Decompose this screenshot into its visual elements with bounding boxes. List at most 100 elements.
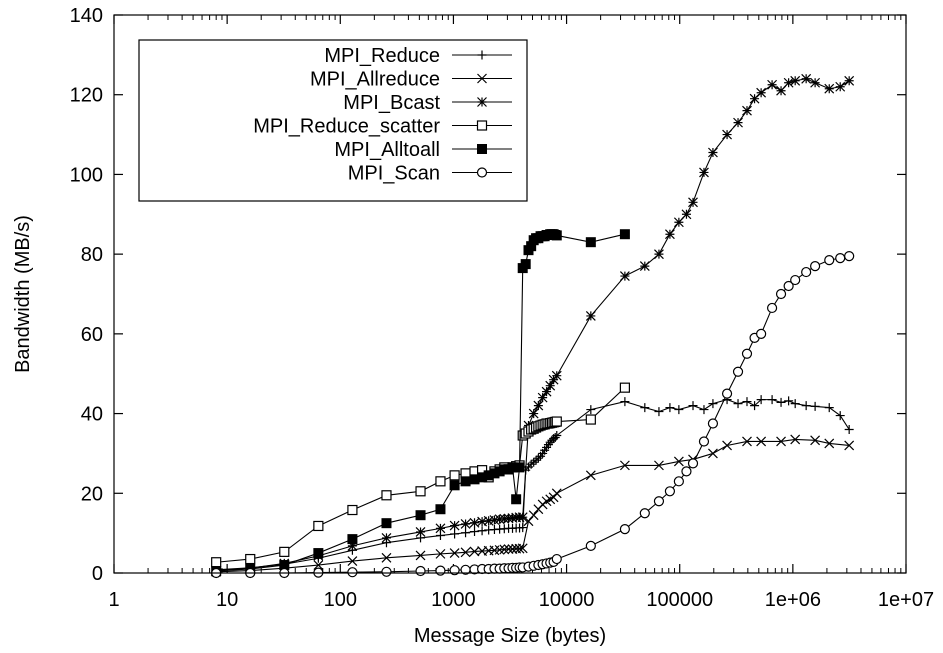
data-point-mpi-reduce	[699, 405, 709, 415]
data-point-mpi-bcast	[639, 261, 650, 272]
data-point-mpi-allreduce	[844, 440, 855, 451]
data-point-mpi-bcast	[541, 386, 552, 397]
data-point-mpi-alltoall	[585, 237, 596, 248]
data-point-mpi-reduce-scatter	[415, 486, 426, 497]
data-point-mpi-reduce	[450, 529, 460, 539]
data-point-mpi-scan	[721, 388, 733, 399]
data-point-mpi-allreduce	[619, 460, 630, 471]
data-point-mpi-reduce	[756, 395, 766, 405]
legend-label: MPI_Reduce_scatter	[253, 116, 440, 138]
data-point-mpi-reduce	[801, 401, 811, 411]
data-point-mpi-reduce-scatter	[313, 520, 324, 532]
data-point-mpi-allreduce	[708, 448, 718, 459]
data-point-mpi-scan	[653, 496, 665, 507]
y-axis-title: Bandwidth (MB/s)	[12, 215, 34, 373]
data-point-mpi-reduce-scatter	[585, 414, 596, 425]
x-axis-title: Message Size (bytes)	[414, 625, 606, 647]
data-point-mpi-bcast	[801, 73, 812, 84]
data-point-mpi-bcast	[494, 514, 505, 525]
series-mpi-alltoall	[211, 229, 630, 577]
data-point-mpi-alltoall	[520, 259, 531, 270]
data-point-mpi-scan	[766, 302, 778, 314]
data-point-mpi-bcast	[551, 370, 562, 381]
data-point-mpi-allreduce	[313, 560, 324, 570]
series-layer	[211, 73, 855, 579]
data-point-mpi-alltoall	[619, 229, 630, 240]
data-point-mpi-bcast	[585, 310, 596, 321]
data-point-mpi-alltoall	[415, 510, 426, 521]
y-tick-label: 80	[81, 244, 103, 266]
legend-item: MPI_Reduce_scatter	[253, 116, 512, 138]
data-point-mpi-reduce-scatter	[279, 546, 290, 557]
legend-item: MPI_Bcast	[343, 92, 512, 114]
data-point-mpi-bcast	[619, 271, 630, 281]
legend-label: MPI_Alltoall	[334, 139, 440, 161]
y-tick-label: 140	[70, 5, 103, 27]
data-point-mpi-allreduce	[503, 544, 514, 555]
data-point-mpi-reduce	[477, 526, 487, 536]
data-point-mpi-scan	[681, 466, 692, 477]
data-point-mpi-bcast	[742, 105, 752, 116]
data-point-mpi-scan	[698, 436, 710, 447]
data-point-mpi-reduce	[665, 403, 675, 413]
data-point-mpi-bcast	[347, 540, 358, 551]
data-point-mpi-scan	[435, 565, 446, 576]
x-tick-label: 10	[216, 589, 238, 611]
data-point-mpi-reduce	[790, 399, 800, 409]
data-point-mpi-reduce-scatter	[619, 382, 630, 393]
data-point-mpi-allreduce	[494, 544, 505, 555]
plot-frame	[113, 14, 907, 574]
data-point-mpi-bcast	[708, 147, 718, 158]
data-point-mpi-bcast	[664, 229, 675, 240]
data-point-mpi-bcast	[537, 392, 548, 403]
legend-item: MPI_Scan	[348, 163, 512, 185]
data-point-mpi-alltoall	[347, 534, 358, 545]
x-tick-label: 1000	[431, 589, 476, 611]
legend-marker	[477, 50, 487, 60]
data-point-mpi-allreduce	[435, 548, 446, 559]
data-point-mpi-scan	[551, 553, 562, 565]
data-point-mpi-reduce	[550, 432, 560, 442]
data-point-mpi-reduce	[784, 396, 794, 406]
data-point-mpi-scan	[707, 418, 719, 429]
data-point-mpi-allreduce	[742, 436, 752, 447]
data-point-mpi-reduce	[529, 457, 539, 467]
data-point-mpi-bcast	[733, 117, 743, 128]
legend-marker	[476, 120, 488, 131]
y-tick-label: 40	[81, 404, 103, 426]
data-point-mpi-scan	[639, 508, 650, 519]
data-point-mpi-reduce-scatter	[551, 416, 562, 427]
data-point-mpi-scan	[732, 366, 744, 377]
data-point-mpi-alltoall	[313, 548, 324, 559]
data-point-mpi-allreduce	[756, 436, 767, 447]
data-point-mpi-bcast	[469, 517, 480, 528]
x-tick-label: 1e+07	[878, 589, 934, 611]
data-point-mpi-reduce-scatter	[381, 490, 392, 501]
data-point-mpi-reduce-scatter	[449, 470, 460, 481]
data-point-mpi-alltoall	[449, 480, 460, 491]
data-point-mpi-bcast	[790, 75, 801, 86]
legend-label: MPI_Scan	[348, 163, 440, 185]
data-point-mpi-allreduce	[776, 436, 786, 447]
data-point-mpi-reduce	[552, 430, 562, 440]
data-point-mpi-reduce	[733, 399, 743, 409]
legend-box	[138, 39, 528, 202]
data-point-mpi-scan	[824, 255, 835, 266]
data-point-mpi-bcast	[517, 512, 528, 523]
series-mpi-reduce	[211, 395, 854, 575]
y-tick-label: 100	[70, 164, 103, 186]
data-point-mpi-reduce-scatter	[245, 553, 256, 565]
data-point-mpi-scan	[756, 328, 767, 339]
data-point-mpi-bcast	[449, 520, 460, 531]
data-point-mpi-alltoall	[460, 476, 471, 487]
data-point-mpi-scan	[775, 288, 787, 300]
data-point-mpi-reduce	[776, 397, 786, 407]
data-point-mpi-scan	[790, 274, 801, 286]
data-point-mpi-reduce	[810, 401, 820, 411]
data-point-mpi-allreduce	[415, 550, 426, 561]
data-point-mpi-reduce	[533, 453, 543, 463]
legend-marker	[477, 144, 487, 154]
data-point-mpi-scan	[585, 540, 596, 551]
data-point-mpi-bcast	[756, 87, 767, 98]
